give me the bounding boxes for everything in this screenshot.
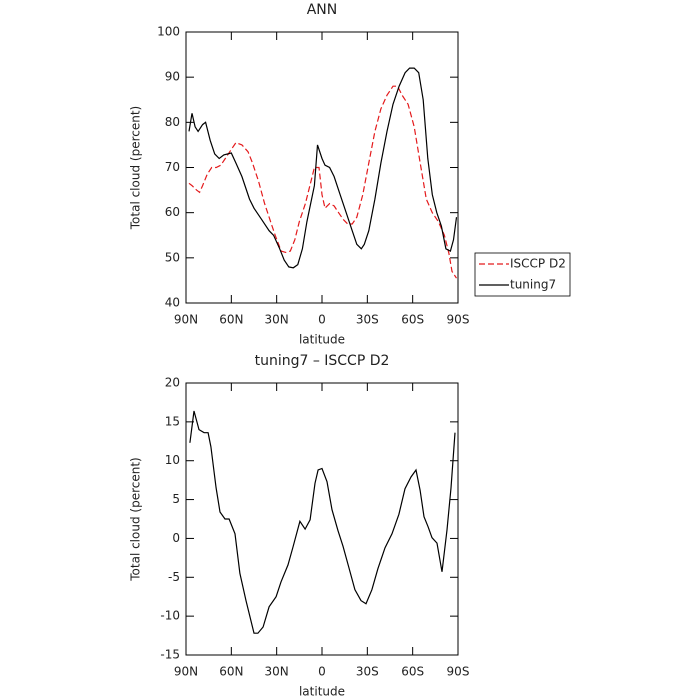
y-axis-label: Total cloud (percent) (129, 457, 143, 581)
y-tick-label: 0 (172, 531, 180, 545)
data-line (188, 85, 458, 279)
y-tick-label: 5 (172, 492, 180, 506)
x-tick-label: 0 (318, 665, 326, 679)
x-tick-label: 0 (318, 313, 326, 327)
y-tick-label: 50 (165, 250, 180, 264)
x-tick-label: 30S (356, 313, 379, 327)
x-tick-label: 90S (447, 313, 470, 327)
y-tick-label: 70 (165, 160, 180, 174)
y-tick-label: 40 (165, 296, 180, 310)
x-tick-label: 60S (401, 665, 424, 679)
x-tick-label: 90S (447, 665, 470, 679)
y-axis-label: Total cloud (percent) (129, 106, 143, 230)
panel-title: ANN (307, 2, 338, 18)
y-tick-label: -5 (168, 570, 180, 584)
x-tick-label: 30N (265, 665, 289, 679)
y-tick-label: 10 (165, 453, 180, 467)
x-tick-label: 30S (356, 665, 379, 679)
data-line (189, 410, 456, 634)
x-tick-label: 60N (219, 665, 243, 679)
panel-title: tuning7 – ISCCP D2 (255, 353, 390, 369)
x-tick-label: 60S (401, 313, 424, 327)
y-tick-label: 90 (165, 70, 180, 84)
y-tick-label: 80 (165, 115, 180, 129)
y-tick-label: 60 (165, 205, 180, 219)
x-tick-label: 90N (174, 665, 198, 679)
y-tick-label: -15 (160, 648, 180, 662)
y-tick-label: 100 (157, 25, 180, 39)
y-tick-label: -10 (160, 609, 180, 623)
plot-frame (185, 31, 459, 304)
data-line (188, 67, 458, 269)
y-tick-label: 20 (165, 376, 180, 390)
legend-label: tuning7 (510, 278, 556, 292)
x-tick-label: 90N (174, 313, 198, 327)
x-tick-label: 30N (265, 313, 289, 327)
legend-box (474, 252, 571, 297)
legend-label: ISCCP D2 (510, 257, 566, 271)
x-axis-label: latitude (299, 333, 345, 347)
y-tick-label: 15 (165, 414, 180, 428)
x-axis-label: latitude (299, 685, 345, 699)
x-tick-label: 60N (219, 313, 243, 327)
